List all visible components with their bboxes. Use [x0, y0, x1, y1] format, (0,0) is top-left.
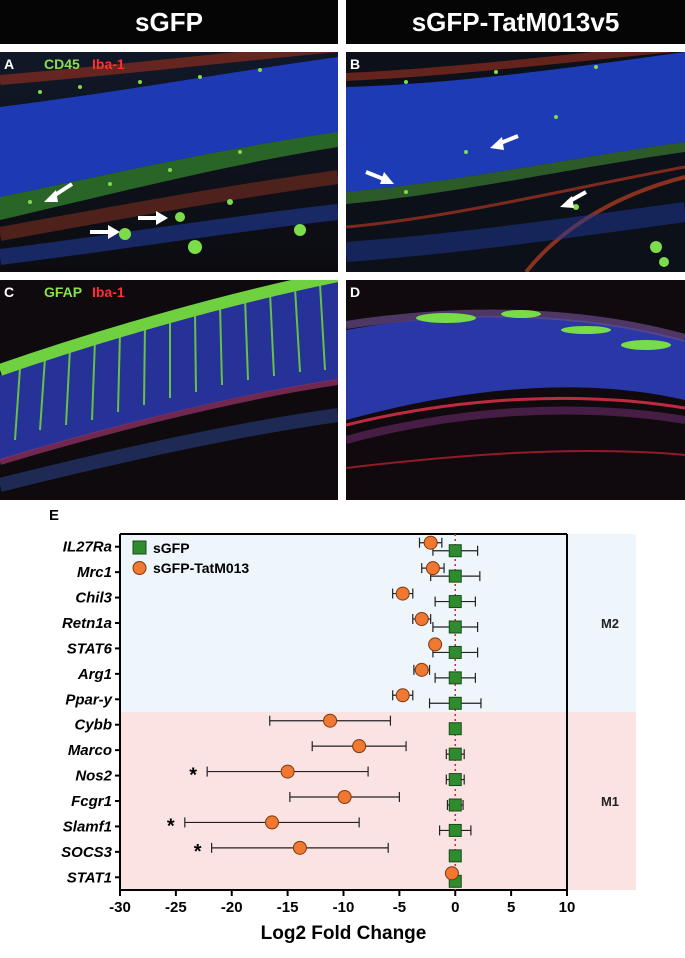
x-tick-label: -20	[221, 899, 243, 916]
group-band-m1	[120, 712, 636, 890]
point-sgfp-tatm013	[414, 662, 429, 677]
point-sgfp-tatm013	[395, 586, 410, 601]
point-sgfp-tatm013	[337, 790, 352, 804]
x-tick-label: 5	[507, 899, 515, 916]
stain-label-iba1-a: Iba-1	[92, 56, 125, 72]
panel-label-c: C	[4, 284, 15, 300]
header-sgfp: sGFP	[0, 0, 338, 44]
y-category-label: STAT6	[67, 640, 113, 657]
point-sgfp-tatm013	[395, 688, 410, 703]
point-sgfp	[448, 722, 462, 736]
x-tick-label: -10	[333, 899, 355, 916]
y-category-label: Retn1a	[62, 615, 112, 632]
header-sgfp-label: sGFP	[135, 6, 203, 37]
point-sgfp-tatm013	[264, 815, 279, 830]
fold-change-chart: M2 M1 -30 -25 -20 -15 -10 -5 0 5 10 Log2 Fold Chang…	[0, 498, 685, 953]
significance-asterisk: *	[167, 815, 175, 837]
y-category-label: SOCS3	[61, 844, 113, 861]
y-category-label: STAT1	[67, 869, 112, 886]
point-sgfp-tatm013	[444, 866, 459, 881]
point-sgfp	[448, 671, 462, 685]
point-sgfp-tatm013	[292, 840, 307, 855]
point-sgfp-tatm013	[425, 561, 440, 576]
x-tick-label: -15	[277, 899, 299, 916]
group-label-m2: M2	[601, 616, 619, 631]
x-axis-label: Log2 Fold Change	[261, 923, 427, 944]
stain-label-cd45: CD45	[44, 56, 80, 72]
point-sgfp-tatm013	[423, 535, 438, 550]
point-sgfp	[448, 620, 462, 634]
x-tick-label: 0	[451, 899, 459, 916]
legend-label: sGFP-TatM013	[153, 560, 249, 576]
retina-image-b	[346, 52, 685, 272]
point-sgfp	[448, 696, 462, 710]
point-sgfp-tatm013	[280, 764, 295, 779]
y-category-label: Ppar-y	[65, 691, 112, 708]
legend-marker-sgfp-tatm013	[132, 561, 147, 575]
y-category-label: Chil3	[75, 590, 112, 607]
point-sgfp-tatm013	[323, 713, 338, 728]
x-tick-label: -30	[109, 899, 131, 916]
legend-marker-sgfp	[132, 540, 147, 555]
group-label-m1: M1	[601, 794, 619, 809]
stain-label-iba1-c: Iba-1	[92, 284, 125, 300]
header-sgfp-tat: sGFP-TatM013v5	[346, 0, 685, 44]
stain-label-gfap: GFAP	[44, 284, 83, 300]
x-tick-label: -25	[165, 899, 187, 916]
header-sgfp-tat-label: sGFP-TatM013v5	[411, 6, 620, 37]
micrograph-panel-a: A CD45 Iba-1	[0, 52, 338, 272]
y-category-label: Arg1	[77, 666, 112, 683]
point-sgfp-tatm013	[352, 739, 367, 754]
micrograph-panel-b: B	[346, 52, 685, 272]
point-sgfp	[448, 569, 462, 583]
point-sgfp-tatm013	[414, 612, 429, 626]
x-tick-label: 10	[559, 899, 576, 916]
point-sgfp	[448, 747, 462, 761]
point-sgfp	[448, 544, 462, 558]
point-sgfp	[448, 798, 462, 812]
micrograph-panel-c: C GFAP Iba-1	[0, 280, 338, 500]
retina-image-c	[0, 280, 338, 500]
y-category-label: Slamf1	[63, 818, 112, 835]
point-sgfp	[448, 773, 462, 787]
point-sgfp-tatm013	[428, 637, 443, 652]
panel-label-a: A	[4, 56, 15, 72]
legend-label: sGFP	[153, 540, 190, 556]
point-sgfp	[448, 849, 462, 863]
point-sgfp	[448, 595, 462, 609]
y-category-label: Nos2	[75, 768, 112, 785]
y-category-label: Fcgr1	[71, 793, 112, 810]
significance-asterisk: *	[194, 841, 202, 863]
fold-change-chart-svg: M2 M1 -30 -25 -20 -15 -10 -5 0 5 10 Log2 Fold Chang…	[49, 507, 636, 944]
y-category-label: Mrc1	[77, 564, 112, 581]
group-band-m2	[120, 534, 636, 712]
point-sgfp	[448, 823, 462, 837]
y-category-label: Cybb	[75, 717, 113, 734]
y-category-label: IL27Ra	[63, 539, 112, 556]
retina-image-a	[0, 52, 338, 272]
panel-label-e: E	[49, 507, 59, 524]
significance-asterisk: *	[189, 765, 197, 787]
point-sgfp	[448, 645, 462, 659]
y-category-label: Marco	[68, 742, 112, 759]
retina-image-d	[346, 280, 685, 500]
panel-label-b: B	[350, 56, 361, 72]
micrograph-panel-d: D	[346, 280, 685, 500]
panel-label-d: D	[350, 284, 361, 300]
x-tick-label: -5	[393, 899, 406, 916]
